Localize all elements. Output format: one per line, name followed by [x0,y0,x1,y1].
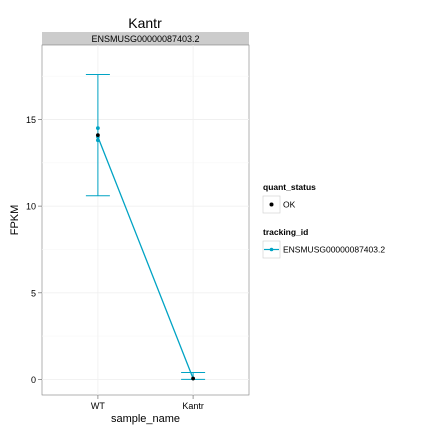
x-tick-label: WT [91,401,105,411]
x-axis-label: sample_name [111,413,180,425]
legend-label: OK [283,200,296,210]
legend-title: quant_status [263,182,316,192]
legend-title: tracking_id [263,227,308,237]
replicate-point [95,138,100,143]
plot-panel [41,44,250,396]
replicate-point [95,133,100,137]
y-tick-label: 10 [26,202,36,212]
replicate-point [95,126,100,131]
y-axis: 0 5 10 15 [26,115,42,385]
legend: quant_status OK tracking_id ENSMUSG00000087… [262,182,385,259]
facet-strip-label: ENSMUSG00000087403.2 [91,34,199,44]
y-tick-label: 5 [31,288,36,298]
replicate-point [191,376,196,381]
chart-title: Kantr [128,15,162,31]
legend-dot [269,202,274,207]
y-tick-label: 0 [31,375,36,385]
facet-strip [42,32,249,45]
legend-point [269,247,274,252]
y-tick-label: 15 [26,115,36,125]
y-axis-label: FPKM [9,205,21,236]
series-line [97,136,194,379]
x-tick-label: Kantr [182,401,204,411]
x-axis: WT Kantr [91,395,204,411]
legend-label: ENSMUSG00000087403.2 [283,245,385,255]
chart-marks [85,73,206,381]
